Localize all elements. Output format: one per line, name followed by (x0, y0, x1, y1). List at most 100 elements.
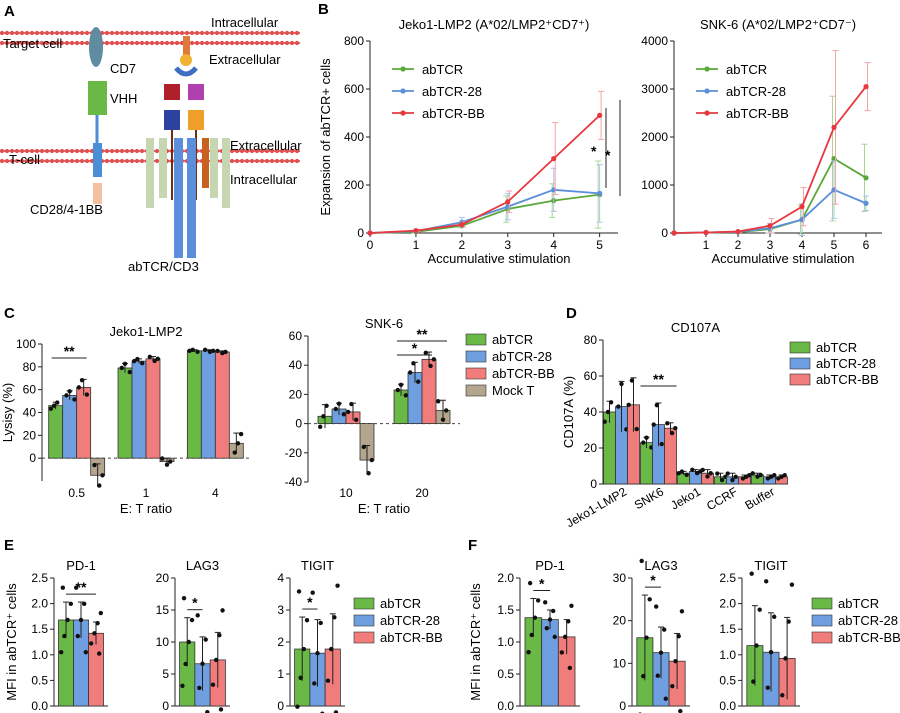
replicate-dot (341, 412, 346, 417)
y-tick-label: 1.0 (31, 648, 48, 662)
replicate-dot (202, 347, 208, 353)
replicate-dot (679, 469, 685, 474)
mhc-shape (183, 36, 190, 58)
replicate-dot (783, 656, 788, 661)
replicate-dot (79, 377, 85, 383)
y-tick-label: 100 (16, 337, 36, 351)
replicate-dot (296, 589, 302, 594)
replicate-dot (423, 350, 428, 355)
replicate-dot (658, 650, 664, 655)
legend-label: Mock T (492, 383, 534, 398)
cd3-zeta-right (187, 138, 196, 258)
replicate-dot (295, 704, 300, 709)
data-point (597, 112, 603, 118)
replicate-dot (210, 348, 216, 354)
replicate-dot (183, 661, 188, 667)
replicate-dot (662, 627, 667, 632)
replicate-dot (708, 471, 713, 476)
legend-label: abTCR (422, 62, 463, 77)
replicate-dot (92, 462, 97, 468)
legend-label: abTCR-BB (422, 106, 485, 121)
tcr-beta-c (188, 110, 204, 130)
replicate-dot (59, 650, 64, 655)
x-tick-label: SNK6 (632, 484, 666, 512)
replicate-dot (719, 477, 725, 483)
y-tick-label: 80 (23, 360, 37, 374)
replicate-dot (203, 637, 208, 642)
bar-abTCR-BB (664, 427, 677, 485)
chart-title: TIGIT (754, 558, 787, 573)
y-tick-label: 1.0 (497, 635, 514, 649)
data-point (367, 230, 373, 236)
panel-label-e: E (4, 537, 14, 554)
x-axis-title: E: T ratio (120, 501, 172, 516)
bar-abTCR-BB (145, 358, 161, 459)
replicate-dot (64, 393, 69, 398)
series-line-abTCR-28 (369, 188, 600, 234)
replicate-dot (235, 441, 241, 446)
replicate-dot (526, 650, 531, 655)
replicate-dot (733, 474, 738, 479)
replicate-dot (238, 431, 244, 437)
replicate-dot (641, 673, 646, 679)
replicate-dot (751, 679, 756, 684)
replicate-dot (765, 685, 770, 690)
bar-abTCR-28 (131, 360, 147, 459)
chart-title: CD107A (671, 320, 720, 335)
target-cell-label: Target cell (3, 36, 62, 51)
data-point (831, 124, 837, 130)
replicate-dot (551, 608, 556, 614)
y-tick-label: 200 (344, 178, 364, 192)
y-tick-label: 4 (277, 571, 284, 585)
replicate-dot (155, 356, 160, 362)
x-tick-label: Jeko1 (668, 484, 703, 512)
replicate-dot (335, 583, 340, 588)
replicate-dot (333, 406, 338, 412)
replicate-dot (55, 400, 60, 405)
panel-label-d: D (566, 305, 577, 322)
sig-star: * (192, 595, 198, 611)
replicate-dot (200, 661, 205, 666)
panel-label-c: C (4, 305, 15, 322)
replicate-dot (181, 596, 187, 601)
y-tick-label: 2.0 (719, 597, 736, 611)
x-tick-label: Buffer (742, 484, 777, 512)
chart-title: Jeko1-LMP2 (A*02/LMP2⁺CD7⁺) (399, 17, 590, 32)
replicate-dot (318, 424, 323, 430)
series-line-abTCR (673, 157, 867, 234)
y-tick-label: 0 (29, 451, 36, 465)
replicate-dot (310, 590, 315, 595)
replicate-dot (535, 598, 541, 603)
replicate-dot (569, 603, 574, 608)
replicate-dot (747, 472, 752, 478)
y-tick-label: 0.5 (31, 673, 48, 687)
y-tick-label: -20 (285, 446, 303, 460)
x-tick-label: 1 (143, 486, 150, 500)
cd7-label: CD7 (110, 61, 136, 76)
replicate-dot (669, 430, 675, 436)
replicate-dot (659, 441, 664, 447)
replicate-dot (416, 379, 421, 384)
y-tick-label: 1000 (641, 178, 668, 192)
y-tick-label: 15 (156, 603, 170, 617)
legend-label: abTCR (492, 332, 533, 347)
replicate-dot (217, 632, 222, 638)
replicate-dot (532, 615, 538, 620)
replicate-dot (328, 646, 334, 652)
replicate-dot (634, 426, 639, 432)
target-cell-membrane (0, 30, 300, 46)
y-tick-label: 5 (162, 667, 169, 681)
y-tick-label: 0 (277, 699, 284, 713)
replicate-dot (195, 349, 200, 355)
replicate-dot (98, 610, 104, 616)
y-tick-label: 800 (344, 34, 364, 48)
replicate-dot (223, 349, 228, 355)
replicate-dot (559, 650, 565, 655)
replicate-dot (750, 471, 755, 476)
replicate-dot (318, 620, 323, 626)
replicate-dot (164, 462, 170, 467)
replicate-dot (754, 643, 759, 648)
replicate-dot (84, 392, 90, 397)
y-tick-label: 0 (357, 226, 364, 240)
legend-swatch (789, 373, 811, 386)
